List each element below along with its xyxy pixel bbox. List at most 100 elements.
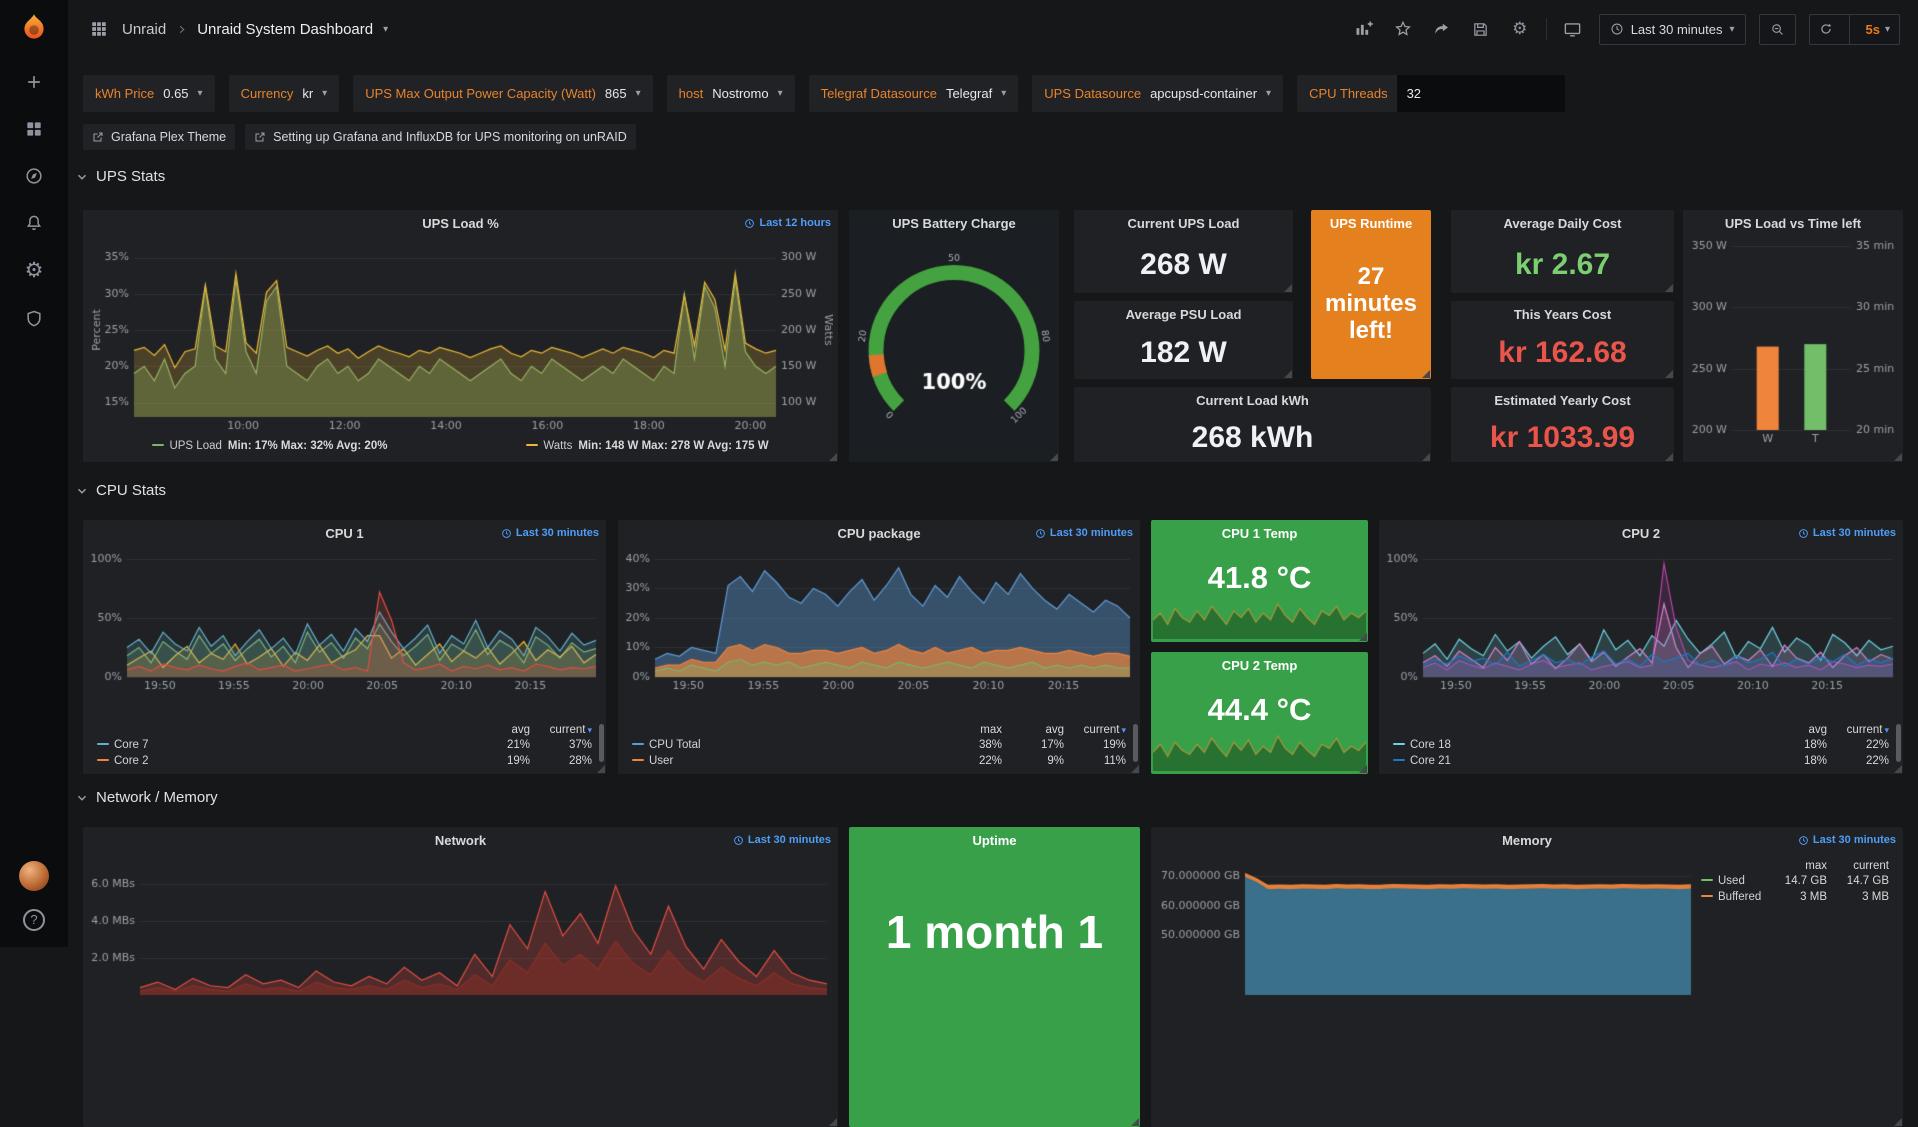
breadcrumb-folder[interactable]: Unraid (122, 20, 167, 38)
clock-icon (1799, 528, 1808, 538)
variable-kwh-price[interactable]: kWh Price 0.65 ▾ (83, 75, 215, 112)
time-range-indicator[interactable]: Last 30 minutes (501, 527, 599, 539)
series-color-marker (1701, 895, 1713, 897)
legend-series-core-18[interactable]: Core 18 (1389, 737, 1769, 753)
memory-chart[interactable] (1157, 853, 1697, 1003)
panel-title[interactable]: Average PSU Load (1074, 301, 1293, 327)
panel-title[interactable]: Network Last 30 minutes (83, 827, 838, 853)
avatar[interactable] (19, 861, 49, 891)
row-header-network-memory[interactable]: Network / Memory (75, 789, 218, 806)
legend-series-core-2[interactable]: Core 2 (93, 753, 472, 769)
panel-title[interactable]: CPU package Last 30 minutes (618, 520, 1140, 546)
navbar-actions: ⚙ Last 30 minutes ▾ 5s ▾ (1351, 13, 1900, 45)
ups-vs-time-chart[interactable] (1688, 236, 1898, 448)
variable-host[interactable]: host Nostromo ▾ (666, 75, 795, 112)
panel-title[interactable]: CPU 1 Temp (1151, 520, 1368, 546)
caret-down-icon: ▾ (1001, 88, 1007, 99)
panel-title[interactable]: Uptime (849, 827, 1140, 853)
variable-cpu-threads[interactable]: CPU Threads (1297, 75, 1565, 112)
save-icon[interactable] (1468, 16, 1494, 42)
legend-value: 21% (506, 739, 530, 751)
star-icon[interactable] (1390, 16, 1416, 42)
legend-series-cpu-total[interactable]: CPU Total (628, 737, 944, 753)
variable-input-cpu-threads[interactable] (1396, 75, 1565, 112)
panel-title[interactable]: UPS Load vs Time left (1683, 210, 1903, 236)
time-range-indicator[interactable]: Last 12 hours (744, 217, 831, 229)
series-color-marker (632, 743, 644, 745)
legend-series-core-21[interactable]: Core 21 (1389, 753, 1769, 769)
time-range-label: Last 30 minutes (1630, 21, 1723, 37)
row-header-cpu-stats[interactable]: CPU Stats (75, 482, 166, 499)
legend-scrollbar[interactable] (1896, 724, 1901, 762)
time-range-indicator[interactable]: Last 30 minutes (733, 834, 831, 846)
variable-telegraf-datasource[interactable]: Telegraf Datasource Telegraf ▾ (808, 75, 1019, 112)
refresh-icon (1820, 23, 1831, 34)
panel-title[interactable]: This Years Cost (1451, 301, 1674, 327)
panel-title-text: CPU 1 Temp (1221, 525, 1298, 541)
configuration-icon[interactable]: ⚙ (25, 260, 44, 282)
panel-title[interactable]: Average Daily Cost (1451, 210, 1674, 236)
panel-title[interactable]: UPS Battery Charge (849, 210, 1059, 236)
time-range-indicator[interactable]: Last 30 minutes (1035, 527, 1133, 539)
ups-load-chart[interactable] (88, 236, 833, 434)
legend-sort-max[interactable]: max (980, 724, 1002, 736)
create-icon[interactable] (24, 72, 44, 92)
legend-sort-avg[interactable]: avg (1045, 724, 1064, 736)
time-picker-button[interactable]: Last 30 minutes ▾ (1598, 13, 1746, 45)
variable-currency[interactable]: Currency kr ▾ (228, 75, 340, 112)
legend-sort-current[interactable]: current ▾ (549, 724, 592, 736)
share-icon[interactable] (1429, 16, 1455, 42)
legend-item-watts[interactable]: Watts Min: 148 W Max: 278 W Avg: 175 W (526, 440, 769, 452)
legend-scrollbar[interactable] (1133, 724, 1138, 762)
dashboard-link-grafana-plex-theme[interactable]: Grafana Plex Theme (83, 124, 236, 150)
cpu2-chart[interactable] (1383, 546, 1899, 694)
panel-title[interactable]: CPU 2 Last 30 minutes (1379, 520, 1903, 546)
cpu1-chart[interactable] (87, 546, 602, 694)
legend-item-ups-load[interactable]: UPS Load Min: 17% Max: 32% Avg: 20% (152, 440, 387, 452)
panel-title[interactable]: Estimated Yearly Cost (1451, 387, 1674, 413)
row-header-ups-stats[interactable]: UPS Stats (75, 168, 165, 185)
panel-title[interactable]: Current UPS Load (1074, 210, 1293, 236)
legend-sort-current[interactable]: current ▾ (1083, 724, 1126, 736)
alerting-icon[interactable] (24, 213, 44, 233)
legend-sort-current[interactable]: current (1853, 860, 1889, 872)
time-range-indicator[interactable]: Last 30 minutes (1798, 527, 1896, 539)
legend-series-buffered[interactable]: Buffered (1697, 889, 1769, 905)
legend-sort-current[interactable]: current ▾ (1846, 724, 1889, 736)
legend-sort-avg[interactable]: avg (1808, 724, 1827, 736)
time-range-indicator[interactable]: Last 30 minutes (1798, 834, 1896, 846)
add-panel-icon[interactable] (1351, 16, 1377, 42)
variable-ups-datasource[interactable]: UPS Datasource apcupsd-container ▾ (1032, 75, 1284, 112)
cpu-package-chart[interactable] (622, 546, 1136, 694)
server-admin-icon[interactable] (24, 309, 44, 329)
refresh-interval-button[interactable]: 5s ▾ (1857, 15, 1900, 44)
apps-grid-icon[interactable] (86, 16, 112, 42)
panel-title[interactable]: UPS Runtime (1311, 210, 1431, 236)
panel-title[interactable]: Current Load kWh (1074, 387, 1431, 413)
dashboards-icon[interactable] (24, 119, 44, 139)
legend-series-used[interactable]: Used (1697, 873, 1769, 889)
grafana-logo[interactable] (17, 12, 51, 46)
network-chart[interactable] (88, 853, 833, 1003)
panel-title[interactable]: UPS Load % Last 12 hours (83, 210, 838, 236)
zoom-out-button[interactable] (1758, 13, 1796, 45)
panel-title[interactable]: CPU 1 Last 30 minutes (83, 520, 606, 546)
legend-sort-max[interactable]: max (1805, 860, 1827, 872)
legend-sort-avg[interactable]: avg (511, 724, 530, 736)
battery-gauge[interactable] (854, 236, 1054, 448)
dashboard-link-setting-up-grafana-and-influ[interactable]: Setting up Grafana and InfluxDB for UPS … (245, 124, 636, 150)
variable-label: CPU Threads (1309, 86, 1388, 101)
panel-title[interactable]: CPU 2 Temp (1151, 652, 1368, 678)
refresh-button[interactable] (1810, 15, 1842, 44)
legend-series-core-7[interactable]: Core 7 (93, 737, 472, 753)
caret-down-icon[interactable]: ▾ (383, 23, 389, 35)
dashboard-title[interactable]: Unraid System Dashboard (197, 20, 374, 38)
legend-scrollbar[interactable] (599, 724, 604, 762)
variable-ups-max-output-power-capacity-watt[interactable]: UPS Max Output Power Capacity (Watt) 865 ▾ (353, 75, 653, 112)
settings-icon[interactable]: ⚙ (1507, 16, 1533, 42)
tv-kiosk-icon[interactable] (1560, 16, 1586, 42)
legend-series-user[interactable]: User (628, 753, 944, 769)
panel-title[interactable]: Memory Last 30 minutes (1151, 827, 1903, 853)
explore-icon[interactable] (24, 166, 44, 186)
help-icon[interactable]: ? (23, 909, 45, 931)
